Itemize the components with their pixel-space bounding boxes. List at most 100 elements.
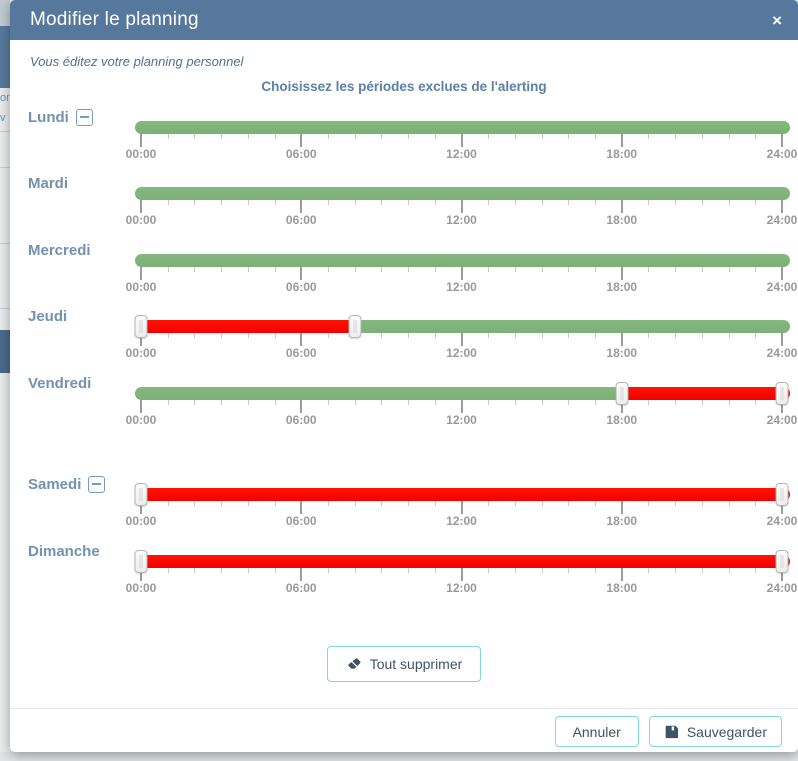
slider-handle[interactable] (348, 315, 362, 338)
major-tick (140, 134, 142, 147)
minor-tick (488, 200, 490, 205)
minor-tick (274, 501, 276, 506)
slider-handle[interactable] (615, 382, 629, 405)
minor-tick (274, 134, 276, 139)
footer-divider (10, 708, 798, 709)
minor-tick (675, 568, 677, 573)
slider-handle[interactable] (775, 483, 789, 506)
minor-tick (568, 400, 570, 405)
major-tick (781, 267, 783, 280)
minor-tick (488, 400, 490, 405)
time-range-slider[interactable]: 00:00 06:00 12:00 18:00 24:00 (126, 370, 797, 432)
minor-tick (728, 501, 730, 506)
day-label: Mercredi (28, 242, 91, 259)
day-row: Lundi 00:00 06:00 12:00 18:00 24:00 (10, 104, 798, 168)
minor-tick (648, 400, 650, 405)
day-row: Samedi 00:00 06:00 12:00 18:00 24:00 (10, 471, 798, 535)
close-icon[interactable]: × (772, 10, 782, 30)
major-tick (460, 200, 463, 213)
minor-tick (701, 501, 703, 506)
minor-tick (408, 501, 410, 506)
minor-tick (701, 134, 703, 139)
minor-tick (675, 200, 677, 205)
minor-tick (327, 501, 329, 506)
major-tick (300, 501, 303, 514)
time-range-slider[interactable]: 00:00 06:00 12:00 18:00 24:00 (126, 104, 797, 166)
minor-tick (221, 568, 223, 573)
save-button[interactable]: Sauvegarder (648, 716, 782, 747)
major-tick (300, 568, 303, 581)
minor-tick (648, 501, 650, 506)
minor-tick (354, 267, 356, 272)
slider-track (135, 121, 790, 134)
slider-track (135, 387, 790, 400)
time-range-slider[interactable]: 00:00 06:00 12:00 18:00 24:00 (126, 170, 797, 232)
slider-handle[interactable] (134, 483, 148, 506)
clear-all-label: Tout supprimer (369, 656, 463, 672)
slider-handle[interactable] (775, 382, 789, 405)
day-label-text: Mardi (28, 175, 69, 192)
tick-label: 18:00 (606, 213, 638, 227)
background-band (0, 26, 10, 88)
eraser-icon (346, 656, 362, 672)
tick-label: 24:00 (766, 346, 798, 360)
day-label-text: Samedi (28, 476, 82, 493)
minor-tick (568, 333, 570, 338)
tick-label: 12:00 (446, 147, 477, 161)
day-label: Mardi (28, 175, 68, 192)
major-tick (620, 333, 623, 346)
time-range-slider[interactable]: 00:00 06:00 12:00 18:00 24:00 (126, 303, 797, 365)
minor-tick (568, 568, 570, 573)
tick-label: 12:00 (446, 213, 477, 227)
minor-tick (381, 134, 383, 139)
tick-label: 06:00 (285, 514, 317, 528)
time-range-slider[interactable]: 00:00 06:00 12:00 18:00 24:00 (126, 237, 797, 299)
minor-tick (408, 400, 410, 405)
tick-label: 18:00 (606, 147, 638, 161)
minor-tick (488, 134, 490, 139)
minor-tick (381, 501, 383, 506)
time-range-slider[interactable]: 00:00 06:00 12:00 18:00 24:00 (126, 538, 797, 600)
minor-tick (194, 400, 196, 405)
day-label-text: Vendredi (28, 375, 92, 392)
remove-day-button[interactable] (88, 476, 106, 493)
cancel-button[interactable]: Annuler (554, 716, 639, 747)
modal-footer: Annuler Sauvegarder (554, 716, 782, 747)
major-tick (460, 134, 463, 147)
excluded-segment (135, 320, 355, 333)
minor-tick (675, 400, 677, 405)
day-row: Vendredi 00:00 06:00 12:00 18:00 24:00 (10, 370, 798, 434)
excluded-segment (135, 488, 790, 501)
minor-tick (327, 400, 329, 405)
major-tick (781, 200, 783, 213)
tick-label: 18:00 (606, 581, 638, 595)
minor-tick (327, 333, 329, 338)
minor-tick (274, 568, 276, 573)
minor-tick (221, 200, 223, 205)
day-row: Jeudi 00:00 06:00 12:00 18:00 24:00 (10, 303, 798, 367)
slider-handle[interactable] (775, 550, 789, 573)
minor-tick (514, 267, 516, 272)
minor-tick (755, 501, 757, 506)
minor-tick (381, 400, 383, 405)
slider-handle[interactable] (134, 550, 148, 573)
minor-tick (675, 501, 677, 506)
minor-tick (568, 501, 570, 506)
slider-handle[interactable] (134, 315, 148, 338)
minor-tick (381, 267, 383, 272)
minor-tick (701, 333, 703, 338)
time-range-slider[interactable]: 00:00 06:00 12:00 18:00 24:00 (126, 471, 797, 533)
minor-tick (541, 501, 543, 506)
tick-label: 00:00 (125, 346, 157, 360)
major-tick (781, 568, 783, 581)
remove-day-button[interactable] (75, 109, 93, 126)
minor-tick (408, 333, 410, 338)
major-tick (460, 400, 463, 413)
minor-tick (194, 267, 196, 272)
section-title: Choisissez les périodes exclues de l'ale… (261, 79, 547, 94)
clear-all-button[interactable]: Tout supprimer (326, 646, 482, 682)
minor-tick (221, 134, 223, 139)
tick-label: 06:00 (285, 413, 317, 427)
minor-tick (595, 400, 597, 405)
minor-tick (514, 200, 516, 205)
